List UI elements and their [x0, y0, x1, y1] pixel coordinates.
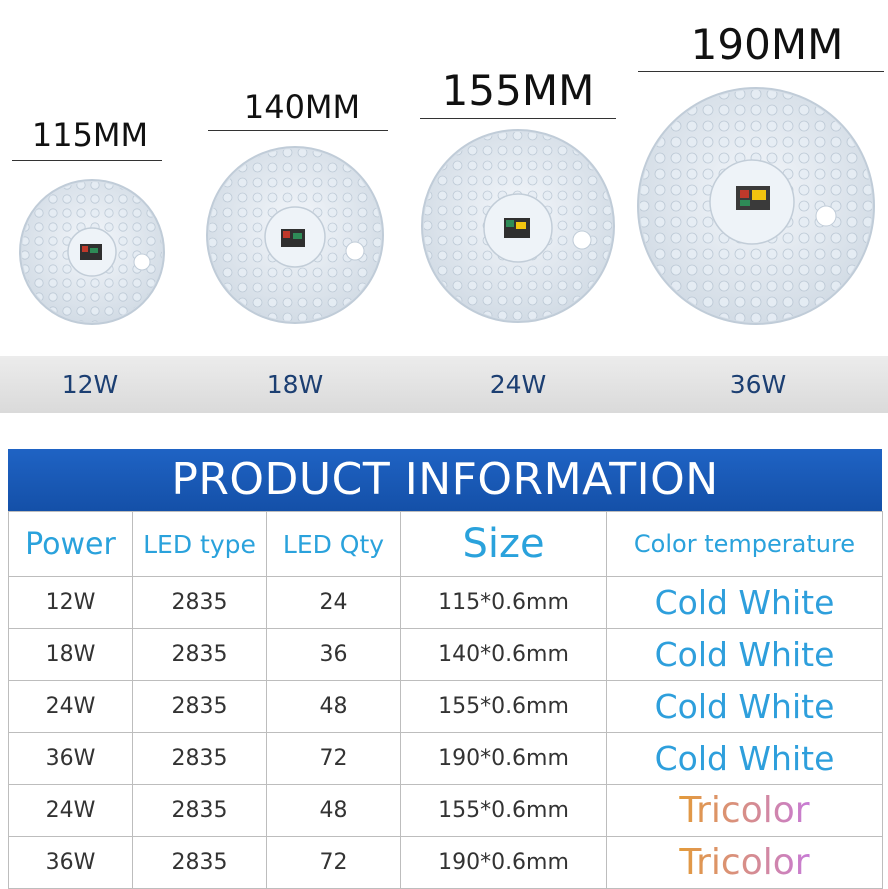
table-header-row: Power LED type LED Qty Size Color temper… [8, 511, 883, 577]
led-module-155-image [421, 129, 615, 323]
size-label-190: 190MM [690, 20, 844, 69]
size-rule-115 [12, 160, 162, 161]
header-power: Power [8, 511, 133, 577]
cell-size: 155*0.6mm [400, 784, 607, 837]
cell-led-qty: 72 [266, 836, 401, 889]
wattage-band [0, 356, 888, 413]
watt-label-12: 12W [61, 370, 119, 399]
cell-color-temperature: Tricolor [606, 836, 883, 889]
table-row: 36W 2835 72 190*0.6mm Tricolor [8, 836, 883, 889]
cell-color-temperature: Cold White [606, 732, 883, 785]
cell-power: 24W [8, 680, 133, 733]
led-module-190-image [637, 87, 875, 325]
table-row: 18W 2835 36 140*0.6mm Cold White [8, 628, 883, 681]
cell-led-qty: 48 [266, 784, 401, 837]
cell-size: 140*0.6mm [400, 628, 607, 681]
watt-label-36: 36W [729, 370, 787, 399]
cell-color-temperature: Cold White [606, 576, 883, 629]
cell-led-type: 2835 [132, 732, 267, 785]
cell-color-temperature: Tricolor [606, 784, 883, 837]
size-label-115: 115MM [31, 116, 149, 154]
header-color-temperature: Color temperature [606, 511, 883, 577]
cell-power: 36W [8, 836, 133, 889]
cell-color-temperature: Cold White [606, 628, 883, 681]
cell-led-type: 2835 [132, 628, 267, 681]
cell-size: 155*0.6mm [400, 680, 607, 733]
cell-size: 190*0.6mm [400, 836, 607, 889]
header-led-type: LED type [132, 511, 267, 577]
led-module-115-image [19, 179, 165, 325]
cell-led-type: 2835 [132, 680, 267, 733]
led-module-140-image [206, 146, 384, 324]
size-label-155: 155MM [441, 66, 595, 115]
cell-led-type: 2835 [132, 836, 267, 889]
header-size: Size [400, 511, 607, 577]
cell-power: 24W [8, 784, 133, 837]
cell-size: 115*0.6mm [400, 576, 607, 629]
table-row: 24W 2835 48 155*0.6mm Cold White [8, 680, 883, 733]
table-row: 12W 2835 24 115*0.6mm Cold White [8, 576, 883, 629]
cell-power: 36W [8, 732, 133, 785]
cell-power: 18W [8, 628, 133, 681]
cell-power: 12W [8, 576, 133, 629]
product-information-table: Power LED type LED Qty Size Color temper… [8, 511, 883, 889]
cell-led-qty: 72 [266, 732, 401, 785]
header-led-qty: LED Qty [266, 511, 401, 577]
product-information-banner: PRODUCT INFORMATION [8, 449, 882, 511]
cell-led-type: 2835 [132, 784, 267, 837]
cell-led-qty: 24 [266, 576, 401, 629]
tricolor-text: Tricolor [679, 842, 810, 883]
cell-size: 190*0.6mm [400, 732, 607, 785]
size-rule-155 [420, 118, 616, 119]
table-row: 24W 2835 48 155*0.6mm Tricolor [8, 784, 883, 837]
size-rule-140 [208, 130, 388, 131]
watt-label-24: 24W [489, 370, 547, 399]
table-row: 36W 2835 72 190*0.6mm Cold White [8, 732, 883, 785]
tricolor-text: Tricolor [679, 790, 810, 831]
watt-label-18: 18W [266, 370, 324, 399]
size-rule-190 [638, 71, 884, 72]
cell-led-qty: 48 [266, 680, 401, 733]
size-label-140: 140MM [243, 88, 361, 126]
cell-led-type: 2835 [132, 576, 267, 629]
cell-led-qty: 36 [266, 628, 401, 681]
cell-color-temperature: Cold White [606, 680, 883, 733]
